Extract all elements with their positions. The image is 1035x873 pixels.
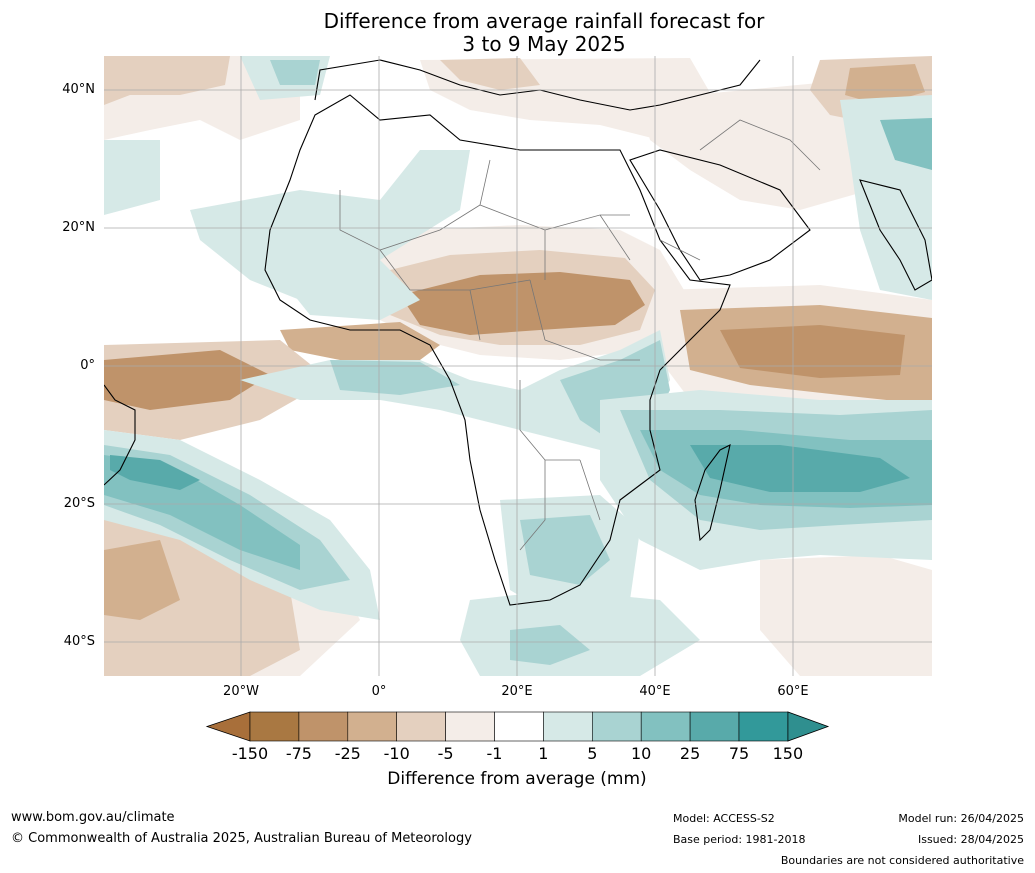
colorbar-tick-label: 1 xyxy=(538,744,549,763)
lon-label-60e: 60°E xyxy=(777,684,809,699)
colorbar xyxy=(205,711,830,742)
south-america-coastline xyxy=(104,384,136,486)
colorbar-extend-high xyxy=(787,711,830,742)
lon-label-0: 0° xyxy=(371,684,387,699)
colorbar-tick-label: -25 xyxy=(334,744,361,763)
wet-zone-equatorial-band xyxy=(240,330,670,450)
dry-zone-central-asia-core xyxy=(845,64,925,105)
graticule xyxy=(104,56,932,676)
colorbar-swatch xyxy=(640,711,691,742)
wet-zone-arabian-sea-core xyxy=(880,118,932,170)
anomaly-field xyxy=(104,56,932,676)
madagascar-coastline xyxy=(694,443,731,542)
colorbar-tick-label: 5 xyxy=(587,744,598,763)
colorbar-tick-label: -5 xyxy=(437,744,454,763)
wet-zone-north-atlantic xyxy=(104,140,160,215)
wet-zone-iberia-core xyxy=(270,60,320,85)
wet-zone-congo-core xyxy=(330,360,460,395)
colorbar-tick-label: 75 xyxy=(728,744,750,763)
footer-model-run: Model run: 26/04/2025 xyxy=(898,812,1024,825)
lon-label-40e: 40°E xyxy=(639,684,671,699)
dry-zone-sahel-core xyxy=(400,272,645,335)
lon-label-20e: 20°E xyxy=(501,684,533,699)
colorbar-swatch xyxy=(543,711,593,742)
lat-label-0: 0° xyxy=(80,358,95,373)
map-title: Difference from average rainfall forecas… xyxy=(104,10,984,56)
wet-zone-guinea xyxy=(290,260,420,320)
title-line-2: 3 to 9 May 2025 xyxy=(462,32,626,56)
footer-model: Model: ACCESS-S2 xyxy=(673,812,775,825)
country-borders xyxy=(339,119,821,551)
wet-zone-southern-africa-core xyxy=(520,515,610,585)
colorbar-tick-label: -75 xyxy=(285,744,312,763)
colorbar-swatch xyxy=(298,711,349,742)
footer-base-period: Base period: 1981-2018 xyxy=(673,833,806,846)
wet-zone-madagascar-core xyxy=(690,445,910,492)
dry-zone-indian-ocean-core xyxy=(720,325,905,378)
title-line-1: Difference from average rainfall forecas… xyxy=(323,9,765,33)
colorbar-swatch xyxy=(494,711,544,742)
footer-url[interactable]: www.bom.gov.au/climate xyxy=(11,810,175,825)
dry-zone-equatorial-atlantic-core xyxy=(104,350,270,410)
colorbar-tick-label: -1 xyxy=(486,744,503,763)
wet-zone-southern-ocean-core xyxy=(510,625,590,665)
dry-zone-gulf-guinea xyxy=(280,322,440,360)
footer-issued: Issued: 28/04/2025 xyxy=(917,833,1024,846)
africa-coastline xyxy=(264,94,731,606)
wet-zone-sahara-west xyxy=(190,150,470,300)
footer-copyright: © Commonwealth of Australia 2025, Austra… xyxy=(11,831,472,846)
wet-zone-south-atlantic-core xyxy=(110,455,200,490)
dry-zone-southern-ocean-east xyxy=(760,555,932,676)
lat-label-20n: 20°N xyxy=(62,220,95,235)
colorbar-tick-label: -10 xyxy=(383,744,410,763)
colorbar-title: Difference from average (mm) xyxy=(387,769,647,789)
colorbar-swatch xyxy=(249,711,300,742)
colorbar-swatch xyxy=(396,711,446,742)
colorbar-swatch xyxy=(347,711,397,742)
india-coastline xyxy=(859,179,932,291)
colorbar-swatch xyxy=(591,711,642,742)
lat-label-40n: 40°N xyxy=(62,82,95,97)
colorbar-extend-low xyxy=(205,711,251,742)
colorbar-tick-label: 10 xyxy=(631,744,652,763)
dry-zone-northwest-core xyxy=(104,56,230,105)
lat-label-20s: 20°S xyxy=(63,496,95,511)
lat-label-40s: 40°S xyxy=(63,634,95,649)
arabia-coastline xyxy=(629,149,811,281)
border-lines xyxy=(339,119,821,551)
footer-disclaimer: Boundaries are not considered authoritat… xyxy=(780,854,1024,867)
colorbar-tick-label: 25 xyxy=(679,744,701,763)
colorbar-swatch xyxy=(445,711,495,742)
colorbar-swatch xyxy=(689,711,740,742)
coastlines xyxy=(104,59,932,606)
europe-coastline xyxy=(314,59,761,111)
dry-zone-europe-core xyxy=(440,58,540,90)
colorbar-swatch xyxy=(738,711,789,742)
dry-zone-south-atlantic-peak xyxy=(104,540,180,620)
lon-label-20w: 20°W xyxy=(223,684,259,699)
colorbar-tick-label: -150 xyxy=(231,744,269,763)
colorbar-tick-label: 150 xyxy=(772,744,804,763)
